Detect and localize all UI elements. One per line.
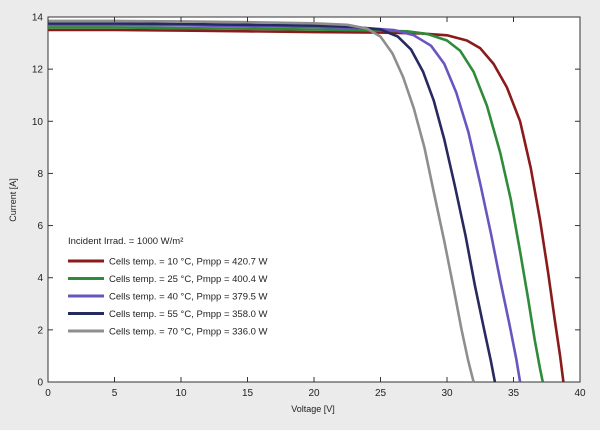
series-lines xyxy=(48,19,565,383)
x-tick-label: 5 xyxy=(112,388,118,399)
x-tick-label: 20 xyxy=(308,388,320,399)
legend-label-4: Cells temp. = 55 °C, Pmpp = 358.0 W xyxy=(109,309,268,320)
x-tick-label: 10 xyxy=(175,388,187,399)
legend: Cells temp. = 10 °C, Pmpp = 420.7 W Cells… xyxy=(68,257,268,338)
legend-header: Incident Irrad. = 1000 W/m² xyxy=(68,236,183,247)
y-tick-label: 8 xyxy=(37,169,43,180)
y-tick-label: 0 xyxy=(37,378,43,389)
legend-label-3: Cells temp. = 40 °C, Pmpp = 379.5 W xyxy=(109,292,268,303)
x-tick-label: 35 xyxy=(508,388,520,399)
legend-label-2: Cells temp. = 25 °C, Pmpp = 400.4 W xyxy=(109,274,268,285)
x-tick-label: 30 xyxy=(441,388,453,399)
y-tick-label: 10 xyxy=(32,117,44,128)
x-tick-label: 15 xyxy=(242,388,254,399)
series-line-4 xyxy=(48,22,497,383)
series-line-5 xyxy=(48,19,475,383)
x-tick-label: 25 xyxy=(375,388,387,399)
series-line-2 xyxy=(48,26,545,383)
legend-label-5: Cells temp. = 70 °C, Pmpp = 336.0 W xyxy=(109,327,268,338)
y-tick-label: 2 xyxy=(37,325,43,336)
x-tick-label: 0 xyxy=(45,388,51,399)
x-tick-label: 40 xyxy=(574,388,586,399)
x-tick-labels: 0 5 10 15 20 25 30 35 40 xyxy=(45,388,586,399)
y-tick-labels: 0 2 4 6 8 10 12 14 xyxy=(32,13,44,389)
plot-area xyxy=(47,16,581,383)
legend-label-1: Cells temp. = 10 °C, Pmpp = 420.7 W xyxy=(109,257,268,268)
y-tick-label: 6 xyxy=(37,221,43,232)
axis-ticks xyxy=(47,16,581,383)
y-tick-label: 4 xyxy=(37,273,43,284)
y-axis-label: Current [A] xyxy=(8,178,18,222)
x-axis-label: Voltage [V] xyxy=(291,404,335,414)
y-tick-label: 12 xyxy=(32,65,44,76)
series-line-1 xyxy=(48,28,565,383)
y-tick-label: 14 xyxy=(32,13,44,24)
